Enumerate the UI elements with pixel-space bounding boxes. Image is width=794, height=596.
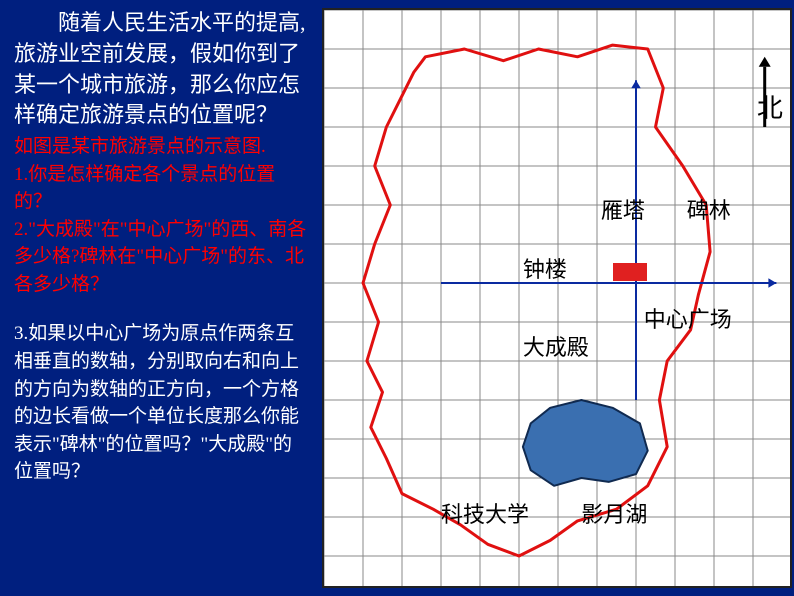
map-label: 雁塔: [601, 193, 645, 225]
map-label: 北: [757, 88, 783, 125]
map-label: 科技大学: [441, 497, 529, 529]
map-label: 碑林: [687, 193, 731, 225]
city-boundary: [363, 45, 710, 556]
map-label: 大成殿: [523, 330, 589, 362]
center-square-marker: [613, 263, 647, 281]
red-questions: 如图是某市旅游景点的示意图.1.你是怎样确定各个景点的位置的？2."大成殿"在"…: [14, 133, 310, 298]
text-panel: 随着人民生活水平的提高,旅游业空前发展，假如你到了某一个城市旅游，那么你应怎样确…: [0, 0, 320, 494]
map-label: 钟楼: [523, 252, 567, 284]
lake-shape: [523, 400, 648, 486]
y-axis-arrow: [631, 80, 641, 88]
map-svg: [324, 10, 790, 586]
intro-paragraph: 随着人民生活水平的提高,旅游业空前发展，假如你到了某一个城市旅游，那么你应怎样确…: [14, 8, 310, 131]
white-question: 3.如果以中心广场为原点作两条互相垂直的数轴，分别取向右和向上的方向为数轴的正方…: [14, 320, 310, 485]
x-axis-arrow: [768, 278, 776, 288]
north-arrow-head: [759, 57, 771, 67]
map-label: 影月湖: [581, 497, 647, 529]
map-panel: 北雁塔 碑林钟楼中心广场大成殿科技大学 影月湖: [322, 8, 792, 588]
map-label: 中心广场: [644, 302, 732, 334]
